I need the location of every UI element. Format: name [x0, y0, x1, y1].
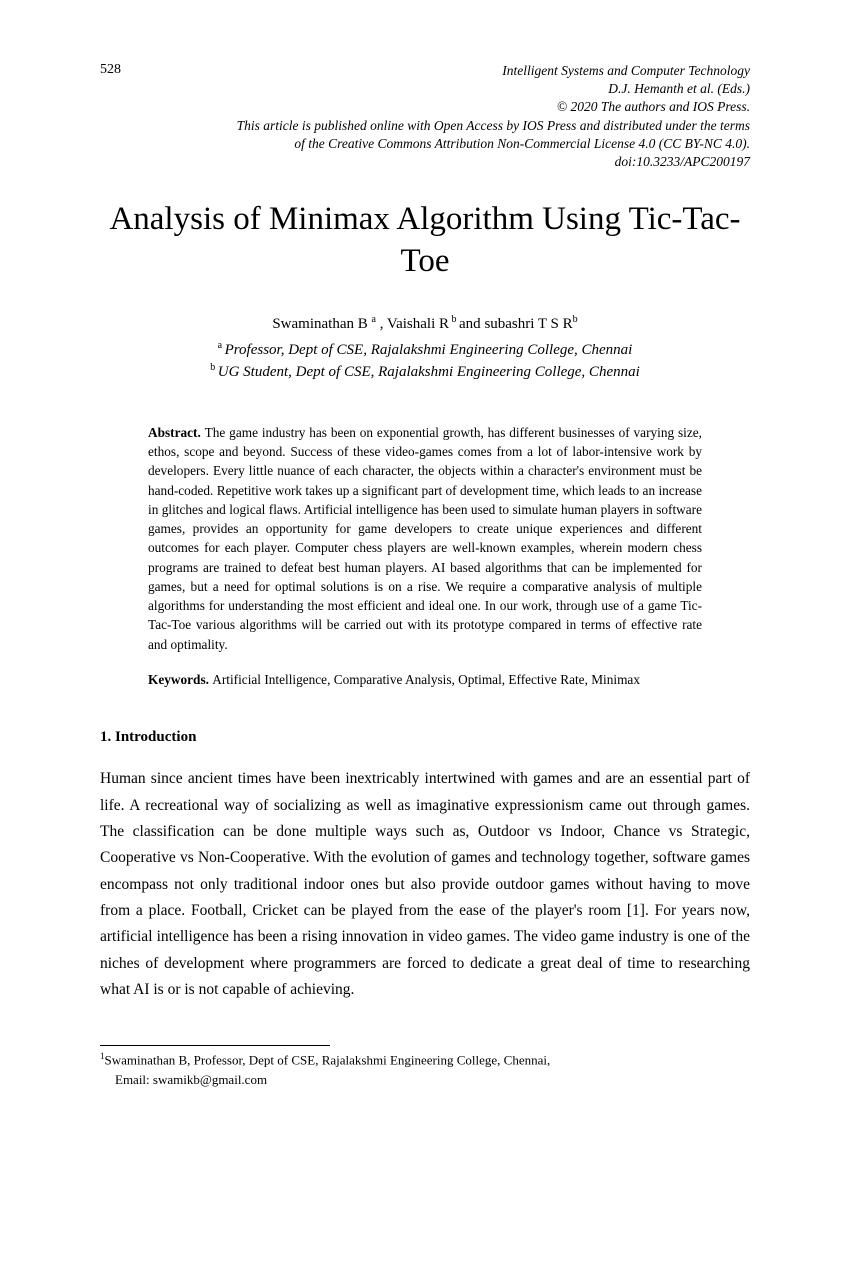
affiliation-a: a Professor, Dept of CSE, Rajalakshmi En… [100, 339, 750, 361]
footnote-block: 1Swaminathan B, Professor, Dept of CSE, … [100, 1050, 750, 1089]
author-2: Vaishali R [387, 316, 449, 332]
author-2-sup: b [449, 314, 459, 325]
header-metadata: Intelligent Systems and Computer Technol… [100, 62, 750, 171]
author-1: Swaminathan B [272, 316, 371, 332]
keywords-block: Keywords. Artificial Intelligence, Compa… [148, 670, 702, 689]
section-1-body: Human since ancient times have been inex… [100, 766, 750, 1003]
footnote-text-1: Swaminathan B, Professor, Dept of CSE, R… [105, 1053, 551, 1068]
section-1-heading: 1. Introduction [100, 729, 750, 746]
affiliation-b-text: UG Student, Dept of CSE, Rajalakshmi Eng… [218, 364, 640, 380]
footnote-line-1: 1Swaminathan B, Professor, Dept of CSE, … [100, 1050, 750, 1070]
author-3-sup: b [573, 314, 578, 325]
author-sep-1: , [376, 316, 387, 332]
affiliations-block: a Professor, Dept of CSE, Rajalakshmi En… [100, 339, 750, 383]
abstract-text: The game industry has been on exponentia… [148, 425, 702, 652]
header-line-2: D.J. Hemanth et al. (Eds.) [100, 80, 750, 98]
affiliation-a-sup: a [218, 340, 225, 351]
abstract-label: Abstract. [148, 425, 205, 440]
header-doi: doi:10.3233/APC200197 [100, 153, 750, 171]
footnote-rule [100, 1045, 330, 1046]
author-3: subashri T S R [484, 316, 572, 332]
abstract-block: Abstract. The game industry has been on … [148, 423, 702, 654]
affiliation-a-text: Professor, Dept of CSE, Rajalakshmi Engi… [225, 342, 633, 358]
header-line-1: Intelligent Systems and Computer Technol… [100, 62, 750, 80]
page-number: 528 [100, 62, 121, 78]
footnote-line-2: Email: swamikb@gmail.com [100, 1071, 750, 1090]
author-sep-2: and [459, 316, 484, 332]
affiliation-b: b UG Student, Dept of CSE, Rajalakshmi E… [100, 361, 750, 383]
header-line-4: This article is published online with Op… [100, 117, 750, 135]
keywords-label: Keywords. [148, 672, 212, 687]
paper-title: Analysis of Minimax Algorithm Using Tic-… [100, 199, 750, 282]
header-line-3: © 2020 The authors and IOS Press. [100, 98, 750, 116]
keywords-text: Artificial Intelligence, Comparative Ana… [212, 672, 640, 687]
header-line-5: of the Creative Commons Attribution Non-… [100, 135, 750, 153]
authors-line: Swaminathan B a , Vaishali R b and subas… [100, 314, 750, 333]
affiliation-b-sup: b [210, 362, 218, 373]
